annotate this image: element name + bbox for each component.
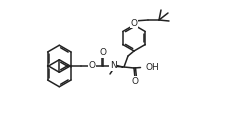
Polygon shape xyxy=(117,65,123,67)
Text: O: O xyxy=(132,77,138,86)
Text: O: O xyxy=(88,62,96,70)
Text: O: O xyxy=(131,18,137,27)
Text: OH: OH xyxy=(145,63,159,72)
Text: O: O xyxy=(99,48,107,57)
Text: N: N xyxy=(110,62,116,70)
